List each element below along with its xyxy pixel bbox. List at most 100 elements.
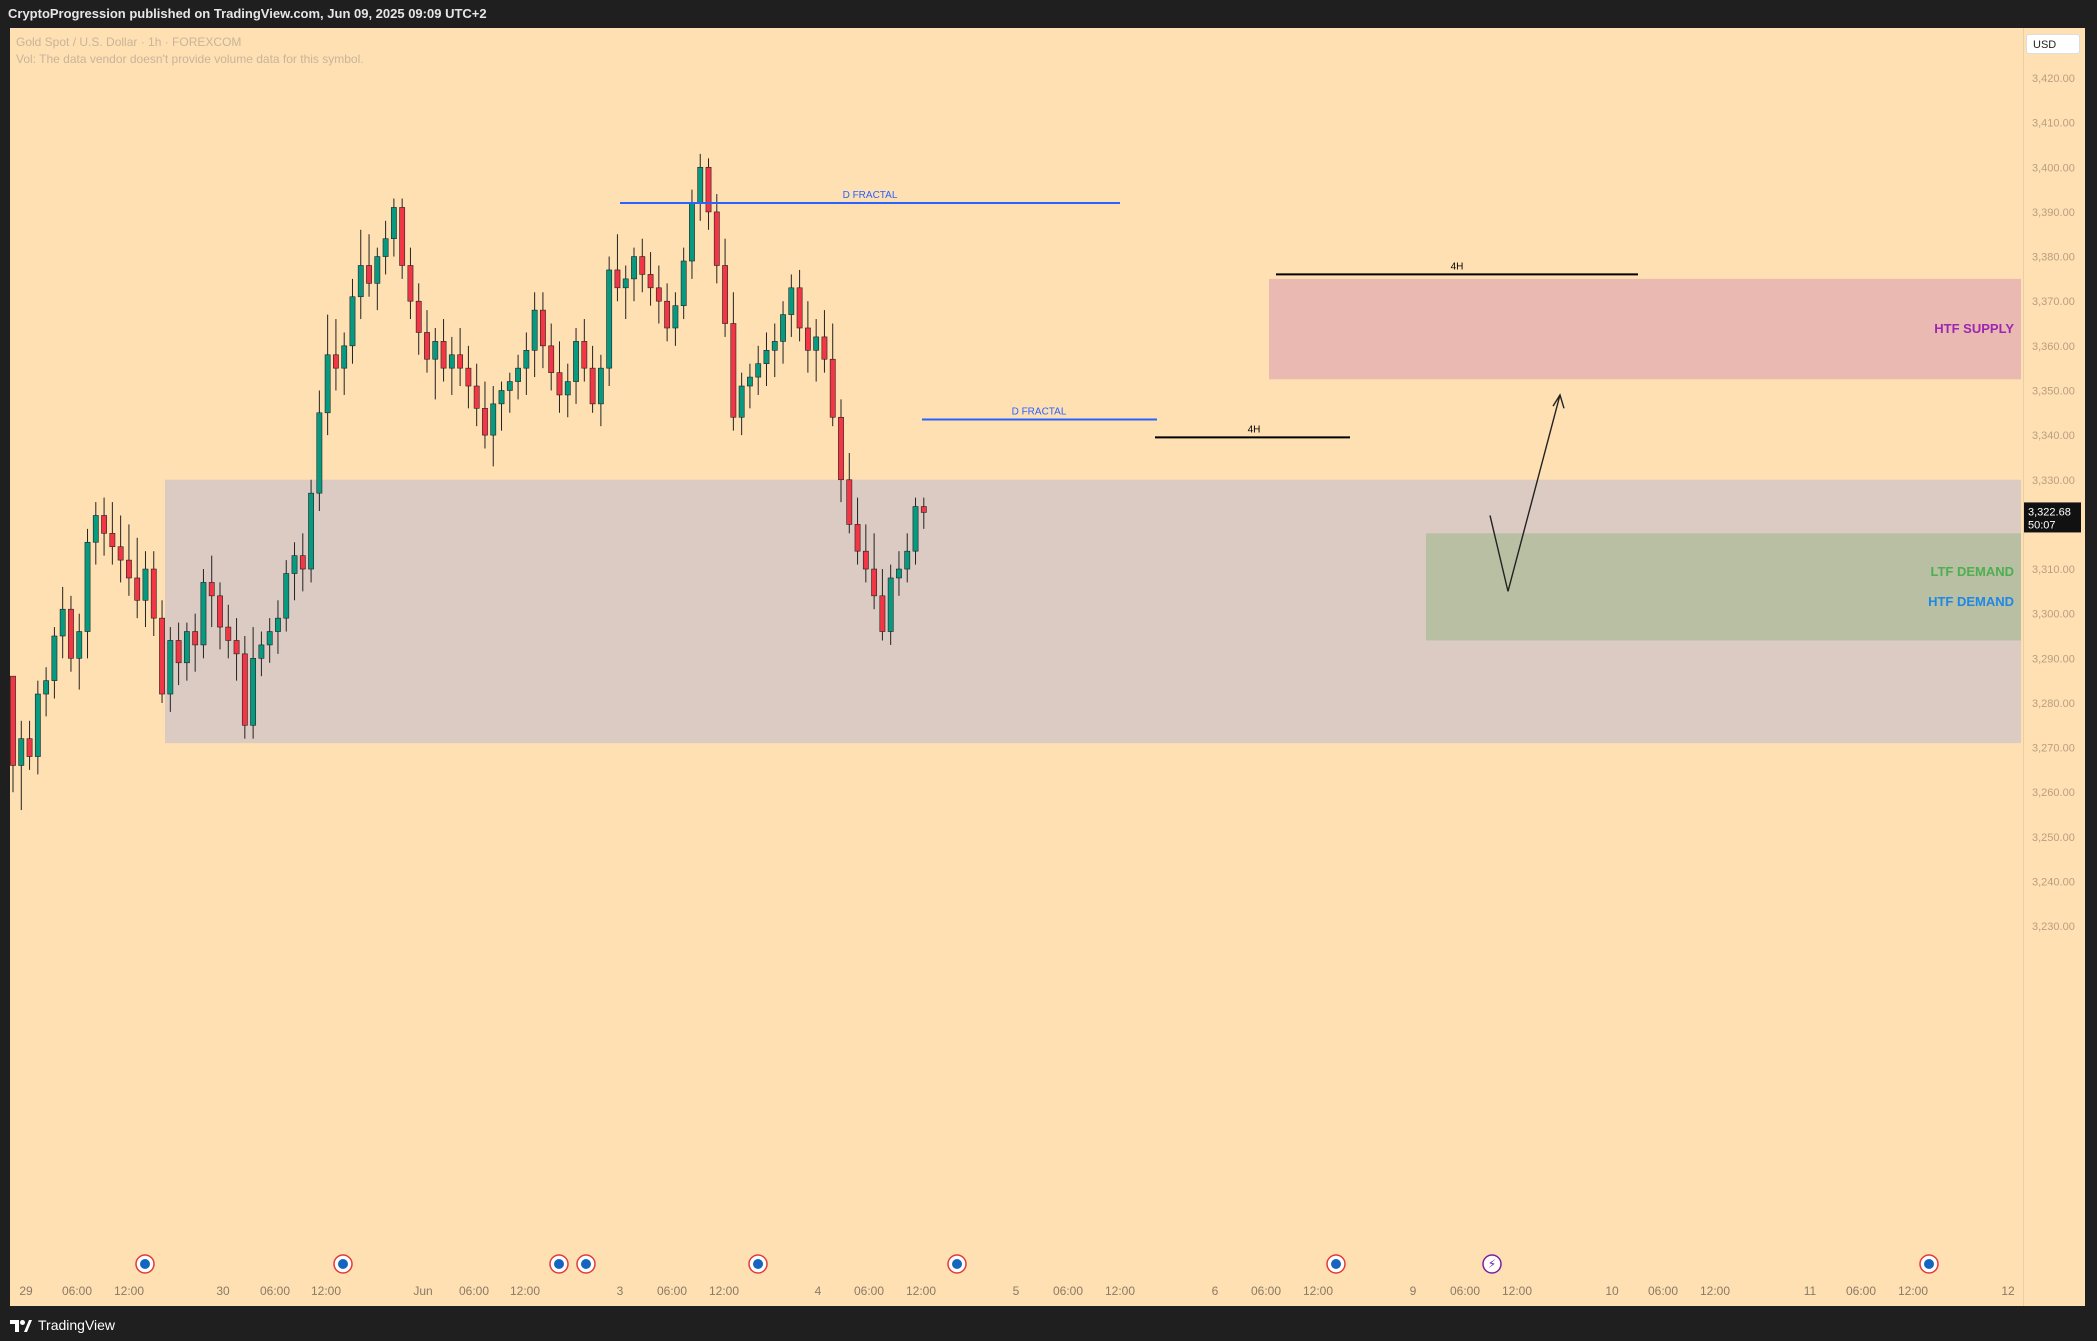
current-price-label: 3,322.68 [2028, 506, 2071, 518]
candle-body [730, 323, 737, 418]
event-flag-dot [952, 1259, 962, 1269]
zone-label-htf-supply: HTF SUPPLY [1934, 321, 2014, 336]
price-tick-label: 3,390.00 [2032, 207, 2075, 219]
tradingview-logo[interactable]: TradingView [10, 1310, 115, 1341]
candle-body [548, 345, 555, 373]
candle-body [233, 640, 240, 655]
time-tick-label: 12:00 [510, 1284, 540, 1298]
candle-body [920, 506, 927, 513]
event-flag-dot [1924, 1259, 1934, 1269]
candle-body [366, 265, 372, 284]
candle-body [308, 492, 314, 570]
candle-body [250, 658, 257, 726]
time-tick-label: 5 [1013, 1284, 1020, 1298]
candle-body [175, 640, 182, 664]
price-tick-label: 3,360.00 [2032, 341, 2075, 353]
candle-body [10, 675, 16, 766]
candle-body [407, 265, 414, 302]
currency-selector[interactable]: USD [2026, 34, 2080, 54]
price-axis[interactable] [2023, 28, 2086, 1306]
candle-body [440, 341, 447, 369]
candle-body [581, 341, 588, 369]
time-tick-label: 06:00 [1053, 1284, 1083, 1298]
candle-body [862, 550, 869, 570]
price-tick-label: 3,260.00 [2032, 787, 2075, 799]
time-tick-label: 12:00 [1898, 1284, 1928, 1298]
candle-body [357, 265, 364, 298]
price-tick-label: 3,410.00 [2032, 118, 2075, 130]
candle-body [813, 336, 820, 351]
candle-body [755, 363, 762, 378]
candle-body [564, 381, 571, 396]
candle-body [43, 680, 50, 695]
time-tick-label: 12:00 [1303, 1284, 1333, 1298]
candle-body [738, 385, 745, 418]
price-tick-label: 3,240.00 [2032, 877, 2075, 889]
candle-body [531, 309, 538, 351]
candle-body [482, 408, 488, 436]
time-tick-label: 30 [216, 1284, 230, 1298]
candle-body [208, 582, 215, 597]
price-tick-label: 3,230.00 [2032, 921, 2075, 933]
publish-text: CryptoProgression published on TradingVi… [8, 6, 487, 21]
time-tick-label: 4 [815, 1284, 822, 1298]
time-tick-label: 06:00 [260, 1284, 290, 1298]
price-tick-label: 3,340.00 [2032, 430, 2075, 442]
candle-body [142, 568, 149, 601]
time-tick-label: 10 [1605, 1284, 1619, 1298]
candle-body [84, 541, 91, 632]
price-tick-label: 3,270.00 [2032, 743, 2075, 755]
candle-body [780, 314, 786, 342]
candle-body [639, 256, 646, 275]
time-tick-label: 06:00 [1251, 1284, 1281, 1298]
candle-body [788, 287, 795, 315]
candle-body [904, 550, 911, 570]
time-tick-label: 06:00 [1450, 1284, 1480, 1298]
candle-body [606, 269, 613, 369]
price-tick-label: 3,280.00 [2032, 698, 2075, 710]
candle-body [846, 479, 853, 525]
time-tick-label: 12:00 [709, 1284, 739, 1298]
publish-header: CryptoProgression published on TradingVi… [0, 0, 2097, 28]
candle-body [299, 555, 306, 570]
time-tick-label: 06:00 [1846, 1284, 1876, 1298]
level-label: D FRACTAL [843, 190, 898, 201]
time-tick-label: 9 [1410, 1284, 1417, 1298]
candle-body [217, 595, 223, 628]
price-tick-label: 3,380.00 [2032, 252, 2075, 264]
footer-bar: TradingView [0, 1310, 2097, 1341]
candle-body [821, 336, 828, 360]
countdown-label: 50:07 [2028, 519, 2056, 531]
tradingview-brand: TradingView [38, 1317, 116, 1333]
candle-body [117, 546, 124, 561]
event-flag-dot [140, 1259, 150, 1269]
candle-body [631, 256, 637, 280]
tradingview-icon [10, 1319, 32, 1332]
candle-body [871, 568, 878, 597]
candle-body [523, 350, 530, 369]
candle-body [183, 631, 190, 664]
price-tick-label: 3,370.00 [2032, 296, 2075, 308]
price-tick-label: 3,330.00 [2032, 475, 2075, 487]
candle-body [771, 341, 778, 351]
candle-body [424, 332, 430, 360]
candle-body [18, 738, 25, 766]
zone-label-htf-demand: HTF DEMAND [1928, 594, 2014, 609]
time-tick-label: 11 [1804, 1284, 1817, 1298]
projection-path [1489, 394, 1561, 592]
candle-body [275, 617, 281, 632]
candle-body [573, 341, 579, 382]
candle-body [589, 367, 596, 405]
lightning-event-icon [1482, 1254, 1502, 1274]
time-tick-label: 6 [1212, 1284, 1219, 1298]
candle-body [912, 506, 919, 552]
time-tick-label: 12:00 [1700, 1284, 1730, 1298]
candle-body [390, 207, 397, 240]
time-tick-label: 06:00 [459, 1284, 489, 1298]
price-tick-label: 3,420.00 [2032, 73, 2075, 85]
candle-body [374, 256, 381, 284]
candle-body [540, 309, 546, 347]
candle-body [490, 403, 497, 436]
candle-body [241, 653, 248, 726]
